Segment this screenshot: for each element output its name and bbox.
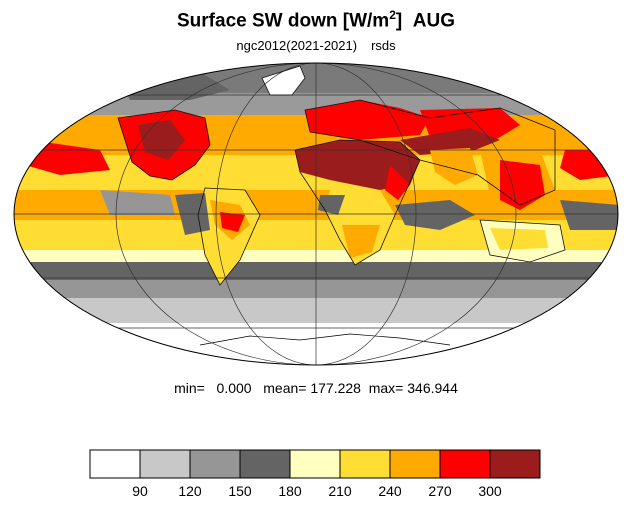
legend-swatch — [139, 449, 191, 479]
legend-tick-label: 210 — [328, 483, 352, 499]
coastlines — [117, 65, 566, 286]
globe-outline — [13, 62, 619, 366]
legend-tick-label: 240 — [378, 483, 402, 499]
legend-boxes — [89, 449, 541, 479]
legend-swatch — [389, 449, 441, 479]
legend-tick-label: 300 — [478, 483, 502, 499]
legend-tick-label: 120 — [178, 483, 202, 499]
legend-swatch — [489, 449, 541, 479]
legend-swatch — [89, 449, 141, 479]
max-label: max= — [368, 380, 404, 396]
title-month: AUG — [412, 10, 455, 32]
min-value: 0.000 — [216, 380, 252, 396]
map-title: Surface SW down [W/m2] AUG — [0, 8, 632, 32]
subtitle-model: ngc2012(2021-2021) — [236, 38, 358, 53]
legend-tick-label: 150 — [228, 483, 252, 499]
legend-swatch — [239, 449, 291, 479]
title-superscript: 2 — [389, 8, 396, 22]
world-map — [13, 62, 619, 366]
legend-tick-label: 270 — [428, 483, 452, 499]
legend-swatch — [339, 449, 391, 479]
mean-label: mean= — [263, 380, 307, 396]
title-close: ] — [395, 10, 403, 32]
subtitle-variable: rsds — [371, 38, 396, 53]
title-text: Surface SW down [W/m — [177, 10, 390, 32]
legend-swatch — [289, 449, 341, 479]
min-label: min= — [174, 380, 205, 396]
stats-line: min= 0.000 mean= 177.228 max= 346.944 — [0, 380, 632, 396]
legend-swatch — [189, 449, 241, 479]
legend-swatch — [439, 449, 491, 479]
legend-tick-label: 180 — [278, 483, 302, 499]
legend-ticks: 90 120 150 180 210 240 270 300 — [132, 483, 502, 499]
map-subtitle: ngc2012(2021-2021) rsds — [0, 38, 632, 53]
max-value: 346.944 — [407, 380, 458, 396]
legend-tick-label: 90 — [132, 483, 148, 499]
mean-value: 177.228 — [310, 380, 361, 396]
